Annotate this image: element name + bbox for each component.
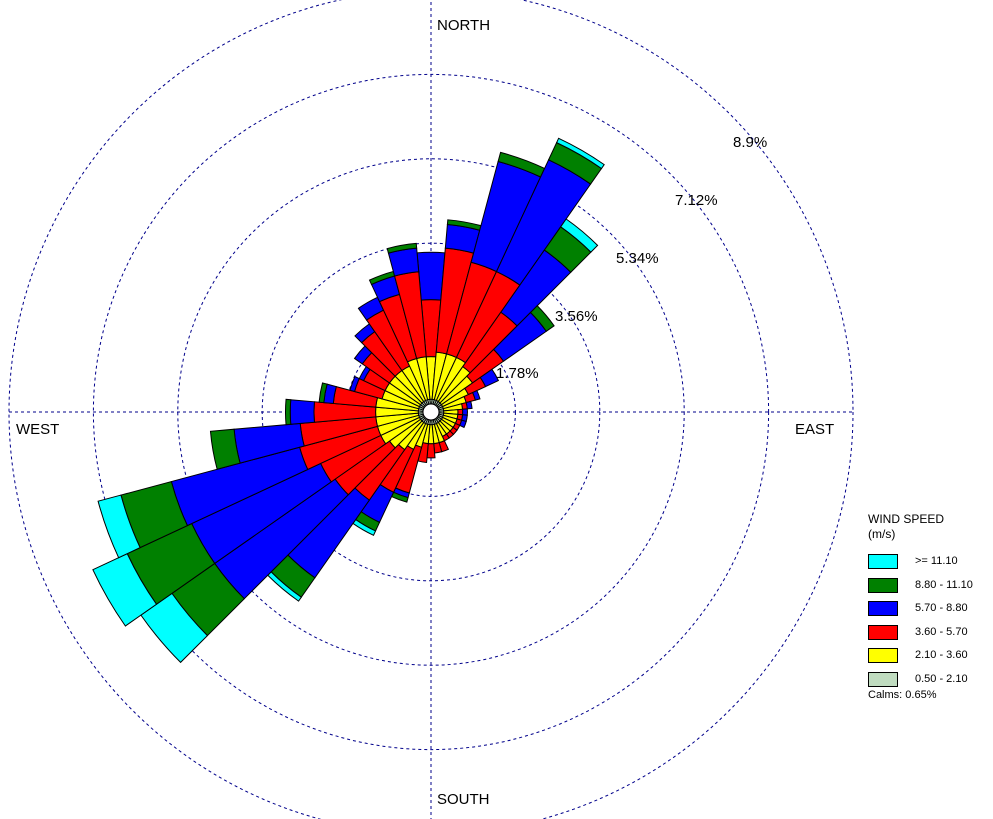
legend-swatch	[868, 601, 898, 616]
legend-item: 2.10 - 3.60	[868, 648, 968, 672]
legend-label: 0.50 - 2.10	[915, 672, 968, 685]
south-label: SOUTH	[437, 791, 490, 808]
legend-swatch	[868, 554, 898, 569]
sector-70-bin-4	[471, 389, 481, 401]
legend-swatch	[868, 577, 898, 593]
sector-240-bin-6	[92, 552, 158, 627]
legend-item: 3.60 - 5.70	[868, 624, 968, 649]
sector-80-bin-4	[465, 400, 473, 410]
legend-label: >= 11.10	[915, 555, 958, 567]
calm-center-circle	[422, 403, 440, 421]
north-label: NORTH	[437, 17, 490, 34]
legend-label: 5.70 - 8.80	[915, 602, 968, 614]
ring-label-2: 3.56%	[555, 308, 598, 325]
ring-label-5: 8.9%	[733, 134, 767, 151]
sector-0-bin-4	[416, 251, 446, 301]
sector-110-bin-4	[459, 419, 467, 429]
ring-labels: 1.78% 3.56% 5.34% 7.12% 8.9%	[496, 134, 767, 382]
ring-label-1: 1.78%	[496, 365, 539, 382]
legend-swatch	[868, 624, 898, 640]
legend-label: 8.80 - 11.10	[915, 578, 973, 591]
legend-item: >= 11.10	[868, 554, 958, 578]
legend: WIND SPEED (m/s) >= 11.10 8.80 - 11.10 5.7…	[868, 512, 973, 701]
legend-swatch	[868, 648, 898, 663]
legend-rows: >= 11.10 8.80 - 11.10 5.70 - 8.80 3.60 - 5.…	[868, 554, 973, 696]
legend-label: 2.10 - 3.60	[915, 649, 968, 661]
legend-swatch	[868, 671, 898, 687]
sector-40-bin-6	[559, 218, 599, 253]
sector-90-bin-4	[462, 408, 468, 416]
sector-30-bin-6	[555, 137, 605, 170]
legend-units: (m/s)	[868, 527, 896, 541]
legend-title: WIND SPEED	[868, 512, 945, 526]
legend-item: 5.70 - 8.80	[868, 601, 968, 625]
sector-50-bin-5	[529, 305, 555, 332]
sector-270-bin-4	[289, 399, 315, 425]
calms-label: Calms: 0.65%	[868, 689, 937, 701]
sector-260-bin-5	[209, 428, 241, 470]
sector-290-bin-4	[349, 375, 360, 393]
east-label: EAST	[795, 421, 834, 438]
sector-bars	[92, 137, 605, 664]
legend-item: 0.50 - 2.10	[868, 671, 968, 696]
sector-60-bin-4	[479, 368, 500, 388]
sector-350-bin-5	[386, 242, 418, 254]
sector-280-bin-5	[318, 382, 328, 404]
sector-250-bin-6	[97, 494, 141, 559]
sector-270-bin-5	[284, 398, 292, 426]
ring-5	[8, 0, 854, 819]
legend-item: 8.80 - 11.10	[868, 577, 973, 602]
ring-label-3: 5.34%	[616, 250, 659, 267]
legend-label: 3.60 - 5.70	[915, 625, 968, 638]
west-label: WEST	[16, 421, 59, 438]
ring-label-4: 7.12%	[675, 192, 718, 209]
ring-3	[177, 158, 685, 666]
